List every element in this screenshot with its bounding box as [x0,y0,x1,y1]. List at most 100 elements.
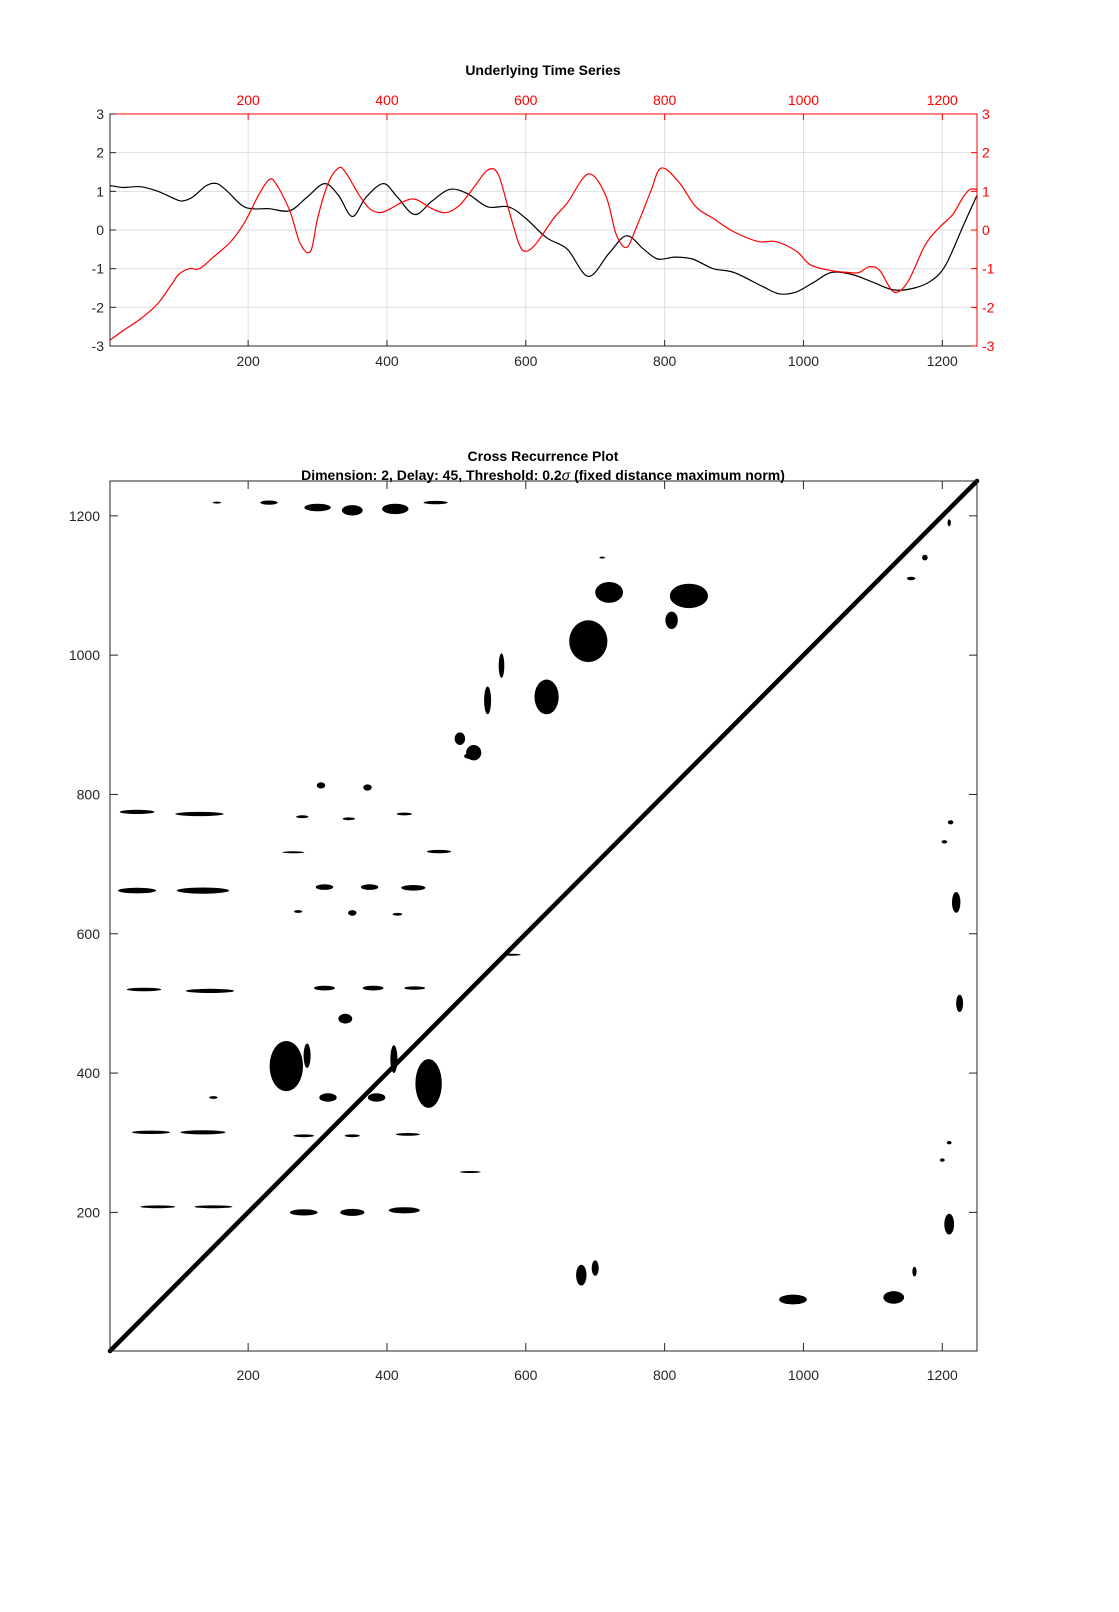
recurrence-point-cluster [304,503,331,512]
top-x-tick-label: 1000 [788,92,819,108]
y-tick-label: 600 [77,926,101,942]
recurrence-point-cluster [576,1264,587,1286]
recurrence-point-cluster [415,1059,442,1108]
recurrence-point-cluster [906,576,916,581]
recurrence-point-cluster [363,784,372,791]
recurrence-x-ticks: 200 400 600 800 1000 1200 [236,481,958,1383]
recurrence-point-cluster [282,851,305,854]
recurrence-point-cluster [341,505,363,516]
right-y-tick-label: 1 [982,183,990,199]
recurrence-point-cluster [947,519,951,527]
recurrence-point-cluster [126,987,162,992]
x-tick-label: 800 [653,1367,677,1383]
time-series-y-ticks: 3 2 1 0 -1 -2 -3 [92,106,116,354]
recurrence-point-cluster [348,910,357,916]
right-y-tick-label: 3 [982,106,990,122]
subtitle-sigma: σ [562,467,571,483]
recurrence-point-cluster [956,994,964,1013]
recurrence-point-cluster [314,985,335,991]
recurrence-point-cluster [401,885,426,891]
y-tick-label: 0 [96,222,104,238]
recurrence-point-cluster [591,1260,599,1276]
red-series-line [109,166,978,341]
top-x-tick-label: 400 [375,92,399,108]
time-series-chart: Underlying Time Series 200 400 600 800 1000 1… [92,62,995,369]
recurrence-point-cluster [212,501,222,504]
recurrence-point-cluster [669,583,709,609]
subtitle-part-2: (fixed distance maximum norm) [570,467,785,483]
recurrence-point-cluster [315,884,334,890]
recurrence-point-cluster [779,1294,807,1305]
recurrence-point-cluster [118,887,157,894]
recurrence-point-cluster [342,817,355,821]
recurrence-point-cluster [362,985,384,991]
x-tick-label: 200 [236,1367,260,1383]
time-series-x-ticks: 200 400 600 800 1000 1200 [236,340,958,369]
recurrence-point-cluster [119,809,155,815]
time-series-grid [110,114,977,346]
recurrence-point-cluster [175,811,224,817]
recurrence-point-cluster [289,1209,318,1216]
recurrence-title: Cross Recurrence Plot [468,448,619,464]
time-series-lines [109,166,978,341]
recurrence-point-cluster [883,1291,905,1304]
top-x-tick-label: 800 [653,92,677,108]
recurrence-point-cluster [180,1130,226,1135]
recurrence-point-cluster [260,500,278,505]
black-series-line [109,182,978,295]
y-tick-label: -3 [92,338,105,354]
recurrence-point-cluster [423,500,448,505]
subtitle-part-1: Dimension: 2, Delay: 45, Threshold: 0.2 [301,467,562,483]
recurrence-point-cluster [293,910,303,913]
recurrence-point-cluster [395,1133,420,1136]
x-tick-label: 1000 [788,1367,819,1383]
x-tick-label: 600 [514,353,538,369]
time-series-right-y-ticks: 3 2 1 0 -1 -2 -3 [971,106,995,354]
recurrence-point-cluster [939,1158,945,1162]
recurrence-point-cluster [269,1041,303,1092]
recurrence-point-cluster [665,611,678,629]
y-tick-label: 200 [77,1204,101,1220]
recurrence-point-cluster [946,1141,952,1145]
recurrence-point-cluster [344,1134,360,1138]
x-tick-label: 600 [514,1367,538,1383]
recurrence-subtitle: Dimension: 2, Delay: 45, Threshold: 0.2σ… [301,467,785,483]
recurrence-point-cluster [392,912,403,916]
recurrence-point-cluster [944,1213,955,1235]
x-tick-label: 1200 [927,1367,958,1383]
recurrence-point-cluster [319,1093,337,1102]
recurrence-point-cluster [459,1171,481,1173]
y-tick-label: 1 [96,183,104,199]
recurrence-point-cluster [388,1207,420,1214]
recurrence-point-cluster [396,812,412,816]
recurrence-point-cluster [140,1205,176,1209]
y-tick-label: 400 [77,1065,101,1081]
x-tick-label: 1200 [927,353,958,369]
recurrence-point-cluster [498,653,505,678]
recurrence-point-cluster [569,620,608,663]
y-tick-label: -1 [92,261,105,277]
recurrence-point-cluster [599,556,605,559]
recurrence-axes-box [109,480,978,1352]
recurrence-point-cluster [185,988,235,994]
recurrence-point-cluster [941,840,948,844]
recurrence-point-cluster [338,1013,353,1024]
top-x-tick-label: 200 [236,92,260,108]
cross-recurrence-chart: Cross Recurrence Plot Dimension: 2, Dela… [69,448,980,1383]
recurrence-point-cluster [912,1266,917,1277]
x-tick-label: 1000 [788,353,819,369]
y-tick-label: 3 [96,106,104,122]
y-tick-label: 1200 [69,508,100,524]
y-tick-label: -2 [92,299,105,315]
top-x-tick-label: 1200 [927,92,958,108]
recurrence-point-cluster [464,753,477,759]
recurrence-point-cluster [382,503,409,515]
recurrence-point-cluster [303,1043,311,1068]
recurrence-y-ticks: 1200 1000 800 600 400 200 [69,508,977,1220]
recurrence-point-cluster [484,686,492,715]
recurrence-point-cluster [454,732,466,745]
recurrence-point-cluster [404,986,426,990]
right-y-tick-label: -2 [982,299,995,315]
recurrence-point-cluster [426,849,452,854]
